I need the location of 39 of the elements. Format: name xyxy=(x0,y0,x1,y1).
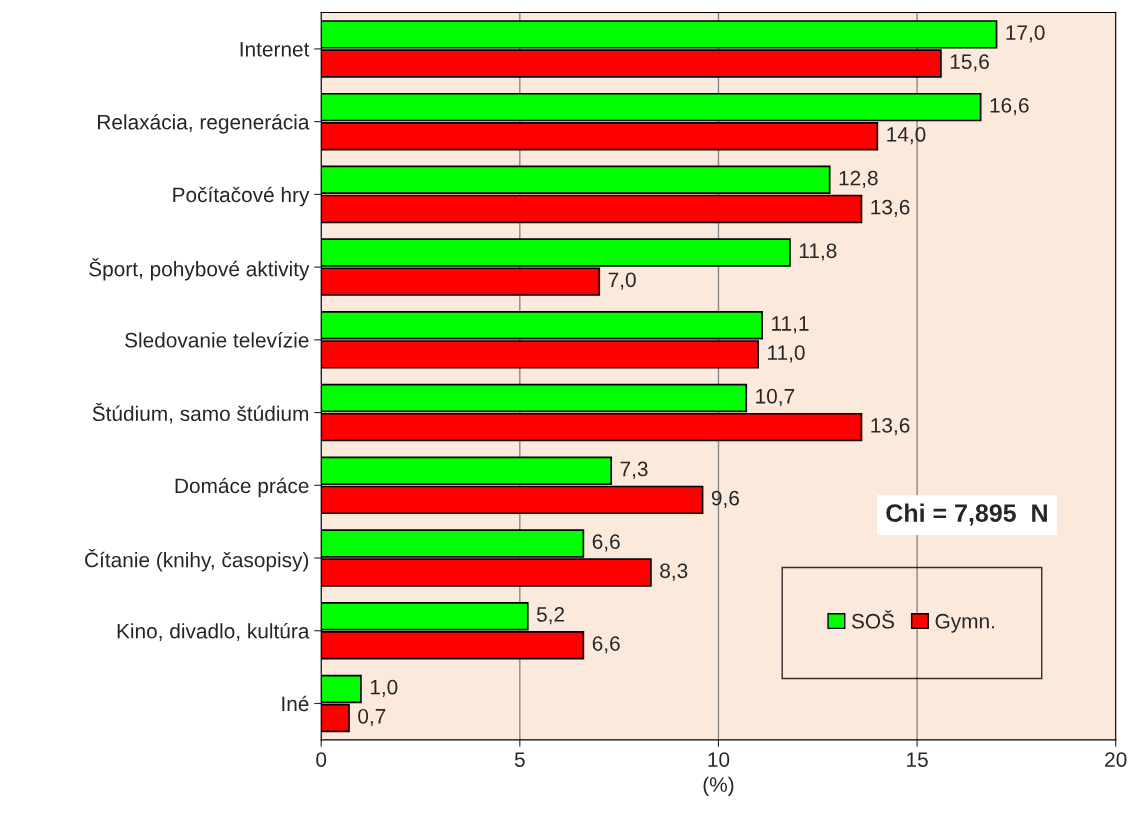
y-tick-label: Sledovanie televízie xyxy=(125,332,309,348)
y-tick-label: Počítačové hry xyxy=(173,186,310,207)
data-label: 15,6 xyxy=(950,54,989,72)
y-tick-label: Čítanie (knihy, časopisy) xyxy=(85,548,309,572)
data-label: 0,7 xyxy=(358,708,386,727)
legend-label: SOŠ xyxy=(851,610,895,629)
y-tick-label: Šport, pohybové aktivity xyxy=(89,258,310,281)
data-label: 9,6 xyxy=(711,490,739,508)
data-label: 14,0 xyxy=(887,127,926,145)
data-label: 13,6 xyxy=(871,417,910,436)
y-tick-label: Relaxácia, regenerácia xyxy=(98,113,310,134)
data-label: 12,8 xyxy=(839,170,878,188)
data-label: 8,3 xyxy=(660,563,688,581)
data-label: 6,6 xyxy=(592,636,620,654)
data-label: 13,6 xyxy=(871,199,910,217)
data-label: 11,0 xyxy=(768,345,805,363)
y-tick-label: Kino, divadlo, kultúra xyxy=(117,622,310,641)
data-label: 16,6 xyxy=(990,97,1029,116)
legend-label: Gymn. xyxy=(935,613,994,633)
data-label: 11,1 xyxy=(772,316,809,334)
x-tick-label: 10 xyxy=(708,752,730,767)
x-tick-label: 5 xyxy=(514,752,525,767)
y-tick-label: Štúdium, samo štúdium xyxy=(92,402,309,424)
x-tick-label: 20 xyxy=(1105,752,1127,767)
data-label: 5,2 xyxy=(536,607,565,625)
y-tick-label: Domáce práce xyxy=(175,477,309,498)
data-label: 6,6 xyxy=(592,534,620,552)
x-axis-title: (%) xyxy=(703,776,734,797)
annotation: Chi = 7,895 N xyxy=(886,503,1047,526)
x-tick-label: 15 xyxy=(907,752,928,767)
data-label: 10,7 xyxy=(756,388,795,407)
y-tick-label: Internet xyxy=(240,42,310,57)
data-label: 11,8 xyxy=(799,243,837,261)
x-tick-label: 0 xyxy=(316,752,327,767)
data-label: 7,0 xyxy=(608,272,636,290)
data-label: 7,3 xyxy=(620,461,648,479)
data-label: 1,0 xyxy=(370,679,398,697)
y-tick-label: Iné xyxy=(282,695,309,712)
data-label: 17,0 xyxy=(1006,25,1045,43)
